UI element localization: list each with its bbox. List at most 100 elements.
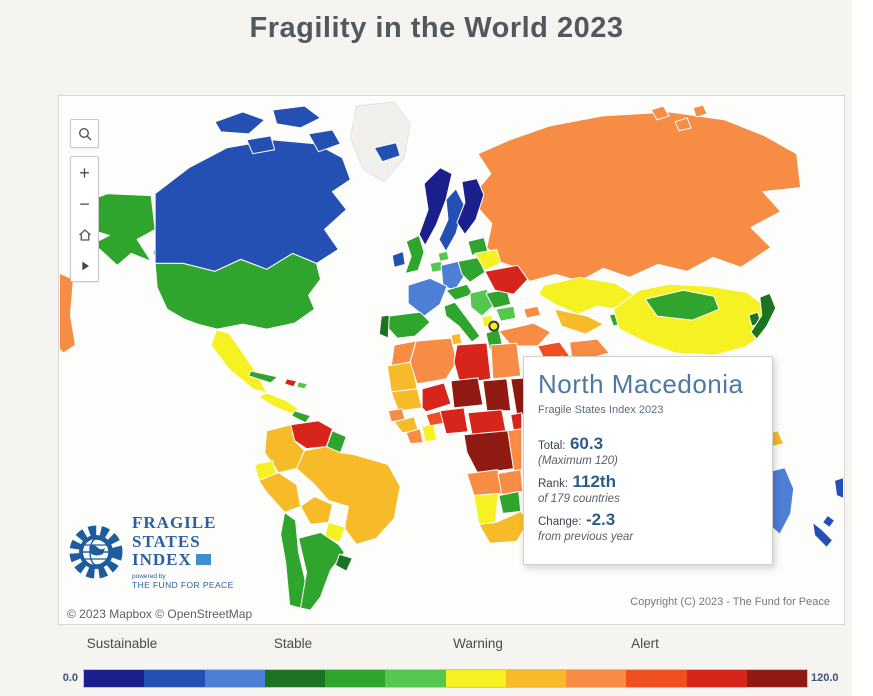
home-icon (78, 228, 91, 241)
region-botswana[interactable] (498, 491, 522, 514)
region-svalbard-2[interactable] (674, 117, 692, 132)
region-greenland[interactable] (349, 101, 411, 183)
region-central-america[interactable] (258, 392, 300, 415)
legend-category-labels: Sustainable Stable Warning Alert (58, 636, 845, 656)
region-bulgaria[interactable] (495, 305, 517, 322)
legend-segment (325, 670, 386, 687)
legend-label-warning: Warning (453, 636, 503, 651)
fsi-logo-line2: STATES (132, 531, 201, 551)
country-tooltip: North Macedonia Fragile States Index 202… (523, 356, 773, 565)
legend-min-value: 0.0 (62, 672, 78, 684)
region-canada-arctic-3[interactable] (308, 129, 341, 153)
tooltip-change-label: Change: (538, 516, 582, 528)
map-search-button[interactable] (70, 119, 99, 148)
legend-label-alert: Alert (631, 636, 659, 651)
region-italy[interactable] (443, 301, 481, 343)
legend-segment (264, 670, 325, 687)
region-uruguay[interactable] (334, 553, 353, 572)
map-copyright: Copyright (C) 2023 - The Fund for Peace (630, 596, 830, 608)
region-canada-arctic-1[interactable] (214, 111, 266, 135)
region-new-zealand-south[interactable] (812, 521, 834, 548)
legend: Sustainable Stable Warning Alert 0.0 120… (58, 632, 845, 694)
tooltip-change-value: -2.3 (585, 510, 616, 529)
region-russia[interactable] (475, 111, 802, 282)
home-button[interactable] (71, 219, 98, 250)
page-right-gutter (852, 0, 873, 696)
region-japan[interactable] (750, 292, 777, 340)
region-brazil[interactable] (296, 446, 401, 545)
legend-segment (445, 670, 506, 687)
region-uzbekistan[interactable] (554, 308, 604, 335)
region-ireland[interactable] (391, 250, 406, 268)
tooltip-total-row: Total: 60.3 (538, 434, 758, 454)
legend-segment (144, 670, 205, 687)
region-north-macedonia-highlight[interactable] (488, 320, 500, 332)
region-belarus[interactable] (474, 248, 502, 271)
region-norway[interactable] (418, 167, 453, 246)
region-denmark[interactable] (437, 250, 450, 262)
tooltip-rank-note: of 179 countries (538, 493, 620, 505)
region-dominican[interactable] (296, 381, 309, 390)
region-iceland[interactable] (373, 142, 401, 163)
region-kazakhstan[interactable] (538, 276, 634, 315)
region-canada-arctic-4[interactable] (246, 135, 276, 155)
legend-segment (746, 670, 807, 687)
legend-bar[interactable] (83, 669, 808, 688)
region-uk[interactable] (404, 234, 425, 274)
legend-segment (385, 670, 446, 687)
region-mongolia[interactable] (644, 289, 720, 321)
region-bolivia[interactable] (300, 495, 333, 525)
region-niger[interactable] (450, 377, 484, 409)
region-svalbard[interactable] (650, 105, 670, 121)
tooltip-total-value: 60.3 (569, 434, 604, 453)
fsi-powered-by: powered by (132, 573, 166, 581)
region-chad[interactable] (482, 378, 512, 412)
region-svalbard-3[interactable] (692, 104, 708, 118)
region-caucasus[interactable] (523, 305, 542, 319)
tooltip-rank-value: 112th (572, 472, 616, 491)
region-poland[interactable] (457, 256, 486, 283)
region-mali[interactable] (421, 382, 452, 413)
region-zambia[interactable] (497, 469, 524, 495)
region-algeria[interactable] (409, 337, 458, 385)
region-ivory-coast[interactable] (405, 428, 424, 445)
map-attribution[interactable]: © 2023 Mapbox © OpenStreetMap (63, 606, 257, 622)
tooltip-change-row: Change: -2.3 (538, 510, 758, 530)
region-canada-arctic-2[interactable] (272, 105, 321, 129)
page-title: Fragility in the World 2023 (249, 12, 624, 44)
region-germany[interactable] (440, 260, 465, 291)
tooltip-subtitle: Fragile States Index 2023 (538, 404, 664, 416)
region-nigeria[interactable] (439, 407, 469, 435)
zoom-out-button[interactable]: − (71, 188, 98, 219)
region-paraguay[interactable] (323, 521, 346, 543)
region-portugal[interactable] (378, 314, 390, 339)
legend-label-sustainable: Sustainable (86, 636, 158, 651)
fsi-logo-line3: INDEX (132, 551, 234, 570)
tooltip-rank-row: Rank: 112th (538, 472, 758, 492)
region-pacific-island[interactable] (834, 477, 844, 499)
legend-segment (505, 670, 566, 687)
fsi-gear-globe-icon (69, 525, 123, 579)
region-finland[interactable] (456, 178, 485, 235)
tooltip-total-label: Total: (538, 440, 566, 452)
pan-tools-button[interactable] (71, 250, 98, 281)
region-angola[interactable] (466, 469, 503, 496)
region-ukraine[interactable] (484, 264, 529, 295)
legend-segment (204, 670, 265, 687)
region-new-zealand-north[interactable] (822, 514, 836, 528)
zoom-in-button[interactable]: + (71, 157, 98, 188)
region-east-africa[interactable] (507, 428, 523, 474)
fsi-logo: FRAGILE STATES INDEX powered by THE FUND… (67, 513, 234, 590)
fsi-logo-line1: FRAGILE (132, 513, 217, 532)
legend-max-value: 120.0 (811, 672, 839, 684)
legend-segment (566, 670, 627, 687)
region-egypt[interactable] (490, 342, 522, 380)
region-argentina[interactable] (298, 531, 345, 611)
region-tunisia[interactable] (450, 332, 463, 346)
region-libya[interactable] (453, 342, 492, 385)
region-haiti[interactable] (284, 378, 298, 388)
map-viewport[interactable]: + − North Macedonia Fragile States Index… (58, 95, 845, 625)
region-sweden[interactable] (438, 188, 465, 252)
region-france[interactable] (407, 277, 448, 317)
region-cuba[interactable] (248, 370, 279, 384)
